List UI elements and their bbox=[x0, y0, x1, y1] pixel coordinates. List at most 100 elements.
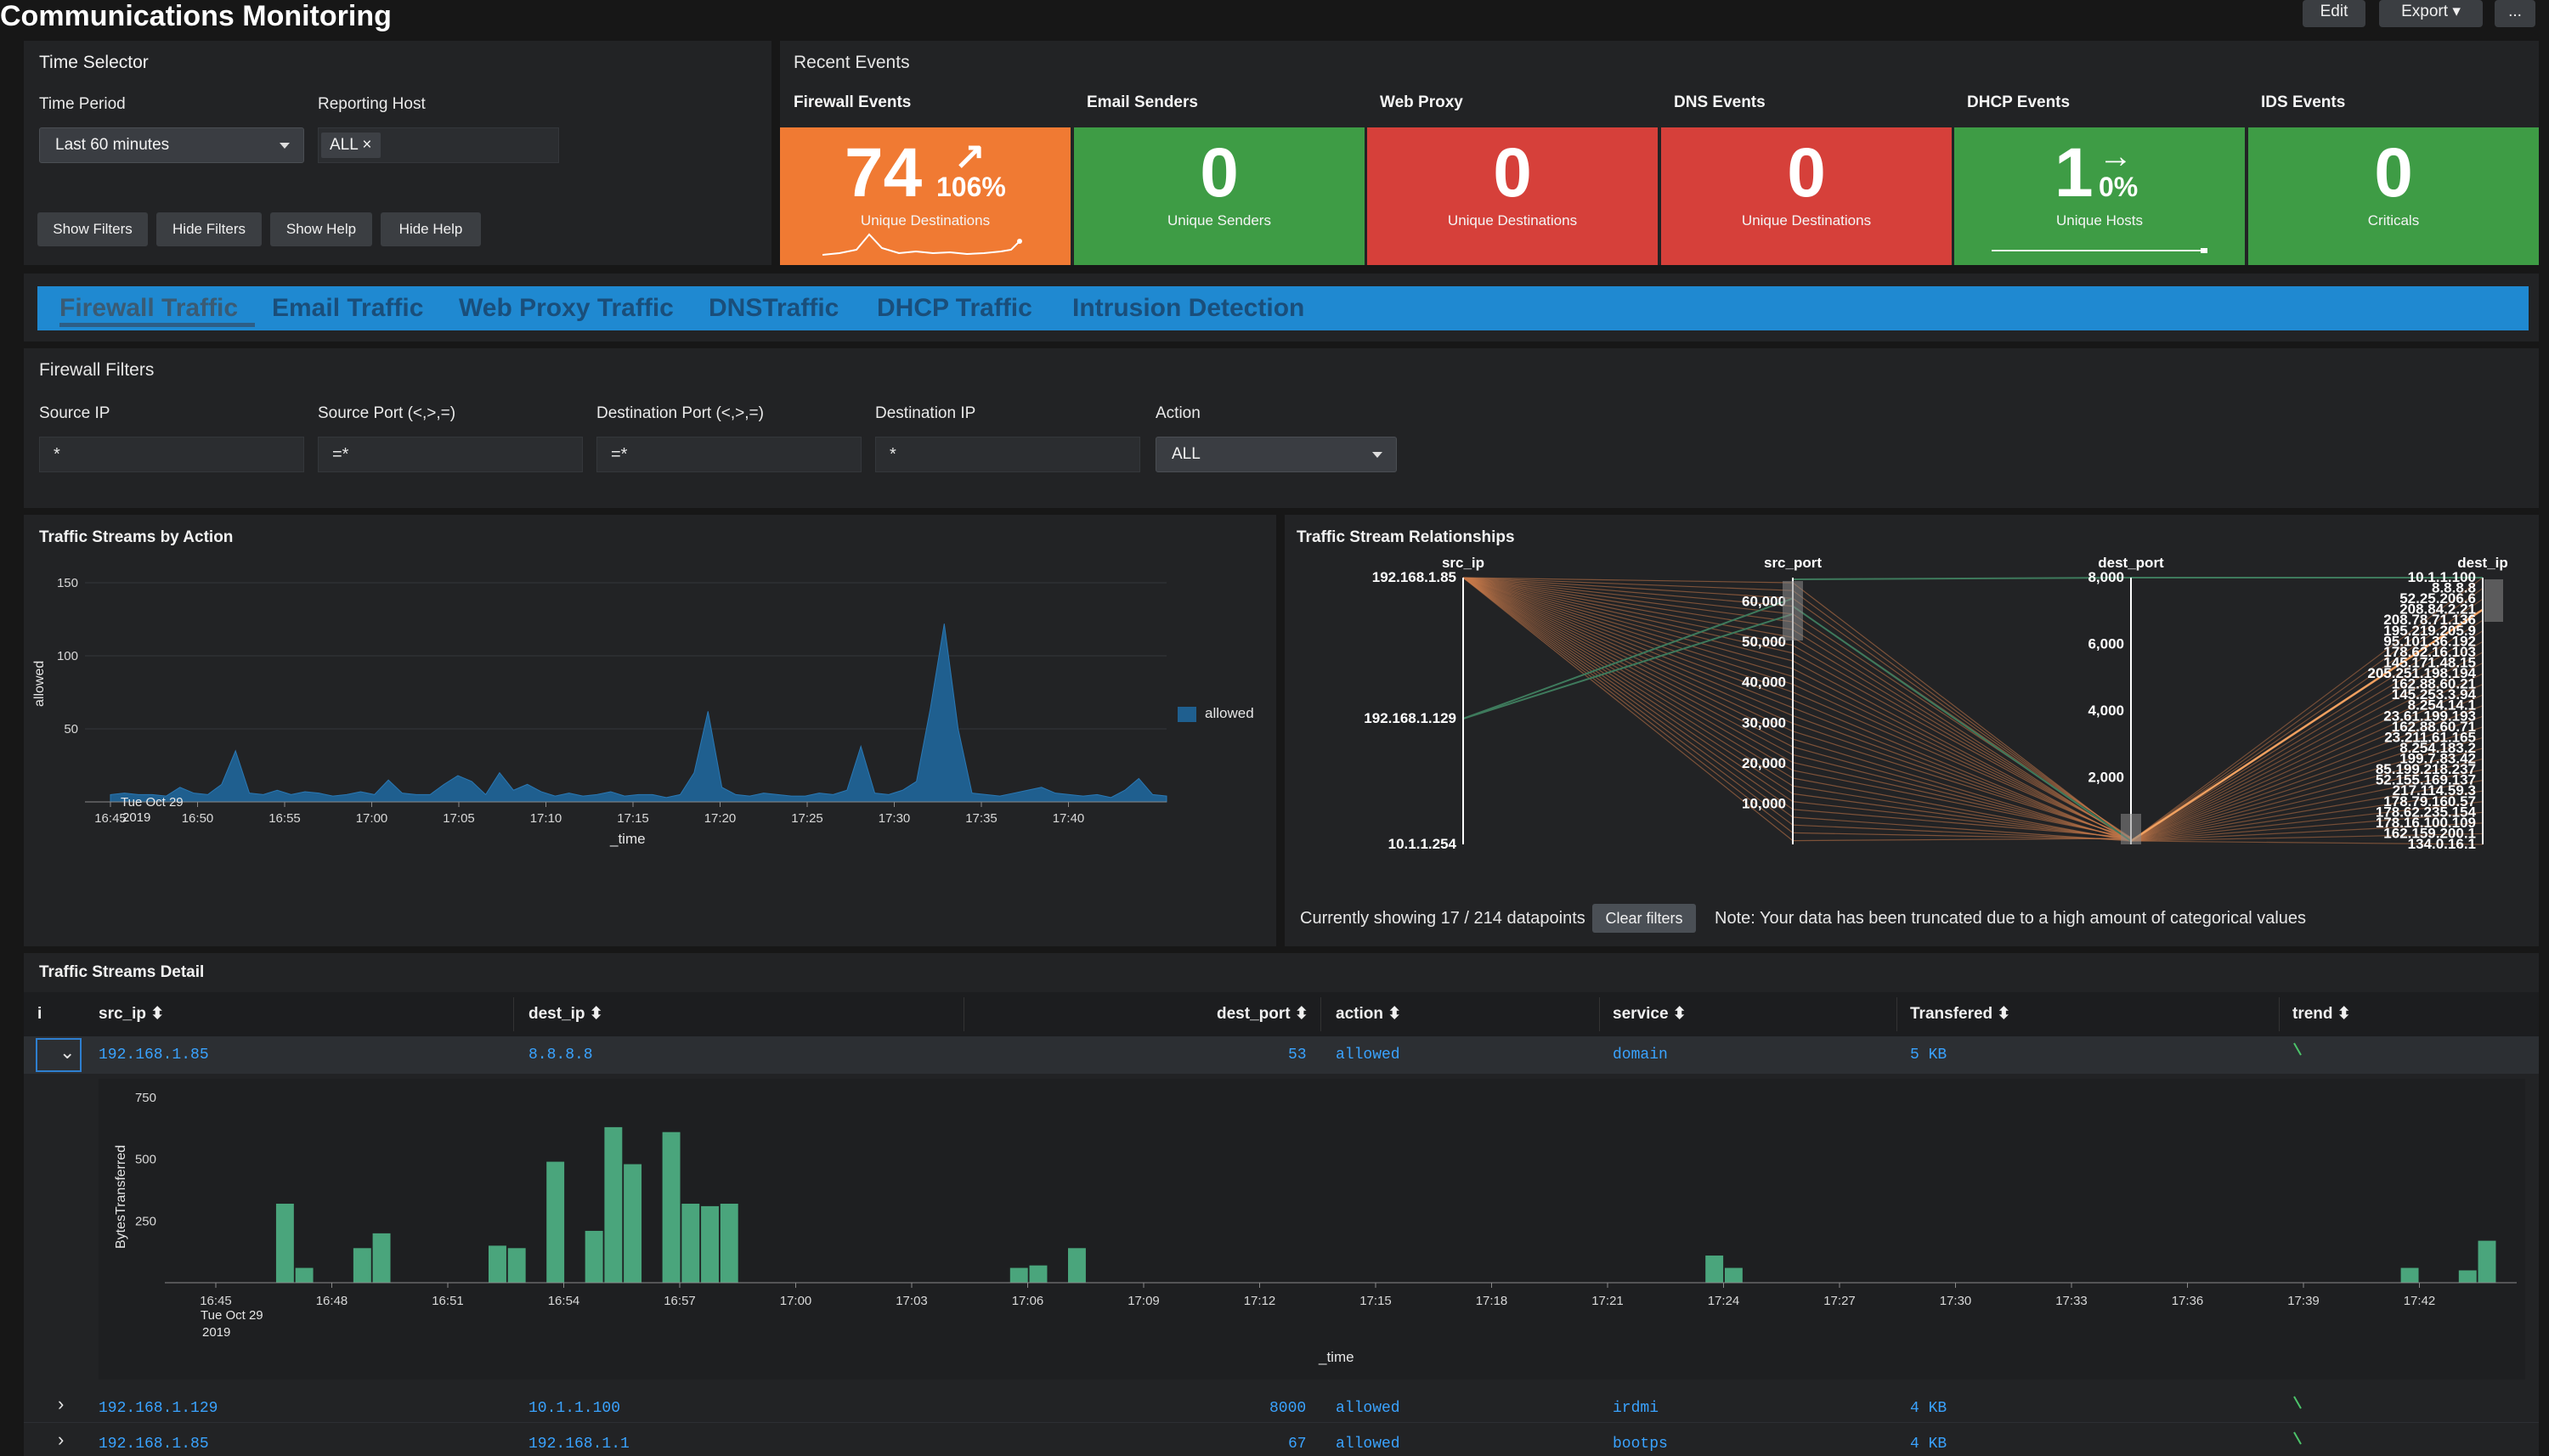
destination-ip-input[interactable]: * bbox=[875, 437, 1140, 472]
action-dropdown[interactable]: ALL bbox=[1156, 437, 1397, 472]
cell-dest-ip[interactable]: 192.168.1.1 bbox=[528, 1436, 630, 1453]
y-tick-label: 750 bbox=[135, 1091, 156, 1105]
relationship-line bbox=[1792, 660, 2132, 842]
cell-dest-port[interactable]: 67 bbox=[1288, 1436, 1307, 1453]
action-value: ALL bbox=[1172, 445, 1201, 463]
source-port-input[interactable]: =* bbox=[318, 437, 583, 472]
email-senders-tile[interactable]: 0 Unique Senders bbox=[1074, 127, 1365, 265]
cell-action[interactable]: allowed bbox=[1336, 1436, 1400, 1453]
src-ip-tick: 192.168.1.129 bbox=[1364, 710, 1456, 726]
bar bbox=[489, 1245, 506, 1283]
cell-service[interactable]: irdmi bbox=[1613, 1400, 1659, 1417]
row-toggle[interactable] bbox=[36, 1038, 82, 1072]
chevron-down-icon[interactable]: ⌄ bbox=[59, 1041, 76, 1063]
dhcp-events-delta: 0% bbox=[2099, 172, 2139, 202]
col-transfered[interactable]: Transfered ⬍ bbox=[1910, 1005, 2011, 1023]
axis-title: src_port bbox=[1764, 556, 1822, 571]
chevron-down-icon: ▾ bbox=[2452, 3, 2461, 20]
cell-dest-ip[interactable]: 8.8.8.8 bbox=[528, 1047, 593, 1064]
cell-dest-port[interactable]: 8000 bbox=[1269, 1400, 1307, 1417]
relationship-line bbox=[2130, 811, 2484, 842]
clear-filters-button[interactable]: Clear filters bbox=[1592, 904, 1696, 933]
col-action[interactable]: action ⬍ bbox=[1336, 1005, 1402, 1023]
relationship-line bbox=[1462, 577, 1794, 646]
reporting-host-tag[interactable]: ALL × bbox=[321, 133, 381, 158]
dns-events-tile[interactable]: 0 Unique Destinations bbox=[1661, 127, 1952, 265]
parallel-coordinates-chart[interactable]: src_ip src_port dest_port dest_ip 192.168.1.… bbox=[1285, 556, 2539, 904]
relationship-line bbox=[1462, 577, 1794, 654]
cell-service[interactable]: bootps bbox=[1613, 1436, 1668, 1453]
more-button[interactable]: ... bbox=[2495, 0, 2535, 27]
destination-port-input[interactable]: =* bbox=[596, 437, 862, 472]
legend-label: allowed bbox=[1205, 705, 1254, 721]
firewall-events-tile[interactable]: 74 ↗ 106% Unique Destinations bbox=[780, 127, 1071, 265]
relationship-line bbox=[1792, 707, 2132, 841]
col-src-ip[interactable]: src_ip ⬍ bbox=[99, 1005, 165, 1023]
show-filters-button[interactable]: Show Filters bbox=[37, 212, 148, 246]
cell-transfered[interactable]: 4 KB bbox=[1910, 1436, 1947, 1453]
chevron-right-icon[interactable]: › bbox=[58, 1393, 65, 1414]
col-trend[interactable]: trend ⬍ bbox=[2292, 1005, 2351, 1023]
col-dest-port[interactable]: dest_port ⬍ bbox=[1217, 1005, 1308, 1023]
dest-ip-tick: 95.101.36.192 bbox=[2383, 633, 2476, 649]
ids-events-tile[interactable]: 0 Criticals bbox=[2248, 127, 2539, 265]
tab-dhcp-traffic[interactable]: DHCP Traffic bbox=[877, 294, 1032, 322]
bar bbox=[1068, 1248, 1086, 1283]
col-service[interactable]: service ⬍ bbox=[1613, 1005, 1687, 1023]
dest-ip-tick: 178.62.235.154 bbox=[2376, 804, 2477, 820]
source-ip-input[interactable]: * bbox=[39, 437, 304, 472]
table-row[interactable] bbox=[24, 1036, 2539, 1074]
relationships-panel: Traffic Stream Relationships src_ip src_p… bbox=[1285, 515, 2539, 946]
relationship-line bbox=[1792, 605, 2132, 842]
x-tick-label: 17:15 bbox=[1359, 1294, 1392, 1308]
web-proxy-tile[interactable]: 0 Unique Destinations bbox=[1367, 127, 1658, 265]
bar bbox=[507, 1248, 526, 1283]
brush-selection bbox=[1783, 581, 1803, 641]
tab-firewall-traffic[interactable]: Firewall Traffic bbox=[59, 294, 239, 322]
cell-transfered[interactable]: 5 KB bbox=[1910, 1047, 1947, 1064]
traffic-by-action-panel: Traffic Streams by Action 50 100 150 16:45 1… bbox=[24, 515, 1276, 946]
export-button[interactable]: Export ▾ bbox=[2379, 0, 2483, 27]
relationship-line bbox=[2130, 673, 2484, 842]
col-dest-ip[interactable]: dest_ip ⬍ bbox=[528, 1005, 603, 1023]
src-port-tick: 60,000 bbox=[1742, 594, 1786, 610]
x-tick-label: 17:35 bbox=[965, 811, 998, 826]
web-proxy-label: Web Proxy bbox=[1380, 93, 1463, 111]
cell-action[interactable]: allowed bbox=[1336, 1047, 1400, 1064]
tab-dns-traffic[interactable]: DNSTraffic bbox=[709, 294, 839, 322]
relationship-line bbox=[2130, 726, 2484, 842]
relationship-line bbox=[1462, 577, 1794, 607]
x-tick-label: 17:21 bbox=[1591, 1294, 1624, 1308]
tab-web-proxy-traffic[interactable]: Web Proxy Traffic bbox=[459, 294, 674, 322]
close-icon[interactable]: × bbox=[362, 136, 372, 154]
bar bbox=[624, 1164, 642, 1283]
cell-src-ip[interactable]: 192.168.1.85 bbox=[99, 1436, 209, 1453]
relationship-line bbox=[1792, 645, 2132, 839]
cell-dest-ip[interactable]: 10.1.1.100 bbox=[528, 1400, 621, 1417]
bar bbox=[546, 1161, 565, 1283]
edit-button[interactable]: Edit bbox=[2303, 0, 2365, 27]
relationship-line bbox=[1462, 577, 1794, 716]
relationship-line bbox=[1462, 577, 1794, 669]
x-tick-label: 16:50 bbox=[182, 811, 214, 826]
hide-filters-button[interactable]: Hide Filters bbox=[156, 212, 262, 246]
relationship-line bbox=[1792, 577, 2132, 580]
hide-help-button[interactable]: Hide Help bbox=[381, 212, 481, 246]
relationship-line bbox=[2130, 840, 2484, 845]
cell-service[interactable]: domain bbox=[1613, 1047, 1668, 1064]
dhcp-events-tile[interactable]: 1 → 0% Unique Hosts bbox=[1954, 127, 2245, 265]
time-period-dropdown[interactable]: Last 60 minutes bbox=[39, 127, 304, 163]
tab-email-traffic[interactable]: Email Traffic bbox=[272, 294, 424, 322]
cell-src-ip[interactable]: 192.168.1.85 bbox=[99, 1047, 209, 1064]
chevron-right-icon[interactable]: › bbox=[58, 1429, 65, 1450]
row-divider bbox=[24, 1422, 2539, 1423]
relationship-line bbox=[1792, 629, 2132, 841]
tab-intrusion-detection[interactable]: Intrusion Detection bbox=[1072, 294, 1305, 322]
relationship-line bbox=[1792, 746, 2132, 841]
cell-transfered[interactable]: 4 KB bbox=[1910, 1400, 1947, 1417]
x-tick-label: 17:10 bbox=[530, 811, 562, 826]
cell-action[interactable]: allowed bbox=[1336, 1400, 1400, 1417]
cell-src-ip[interactable]: 192.168.1.129 bbox=[99, 1400, 218, 1417]
show-help-button[interactable]: Show Help bbox=[270, 212, 372, 246]
cell-dest-port[interactable]: 53 bbox=[1288, 1047, 1307, 1064]
